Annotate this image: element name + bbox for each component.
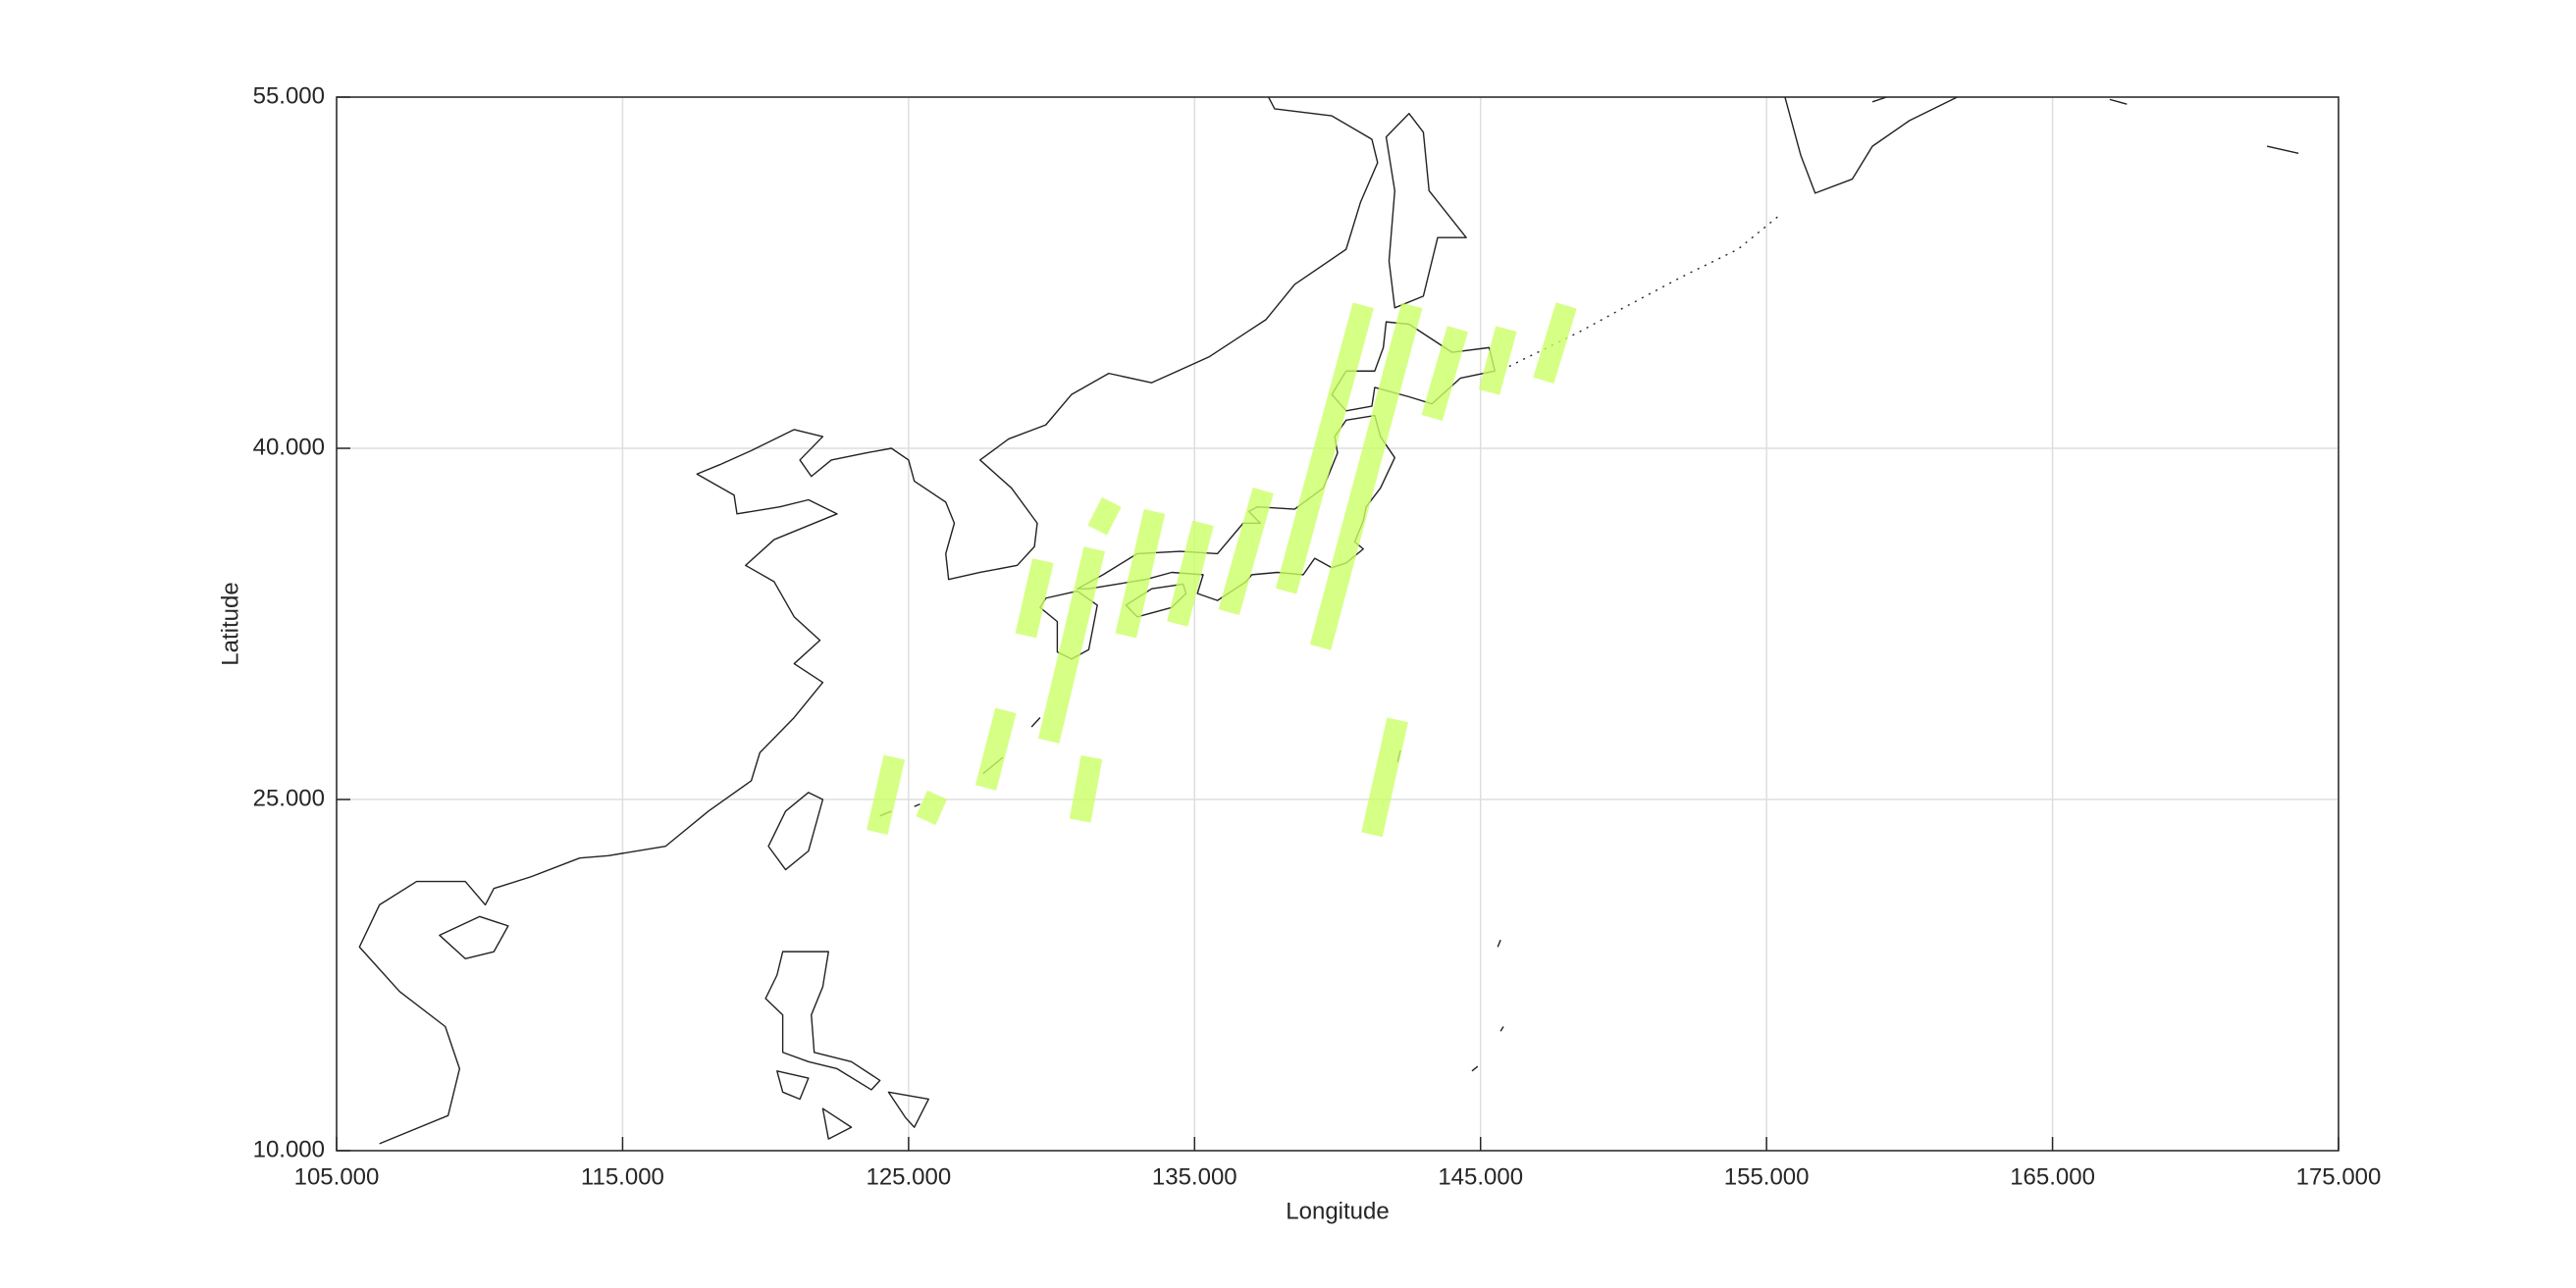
x-tick-label: 135.000	[1152, 1163, 1237, 1190]
x-tick-label: 115.000	[581, 1163, 664, 1190]
swath	[1533, 302, 1577, 384]
swath	[916, 790, 948, 825]
x-tick-label: 165.000	[2010, 1163, 2095, 1190]
swath	[1069, 755, 1103, 823]
x-tick-label: 105.000	[294, 1163, 380, 1190]
hainan	[440, 916, 508, 958]
swath	[1361, 717, 1408, 838]
x-tick-label: 155.000	[1724, 1163, 1810, 1190]
mainland-coast	[359, 92, 1377, 1144]
y-axis-label: Latitude	[217, 582, 243, 665]
y-tick-label: 55.000	[253, 82, 325, 109]
mindoro	[777, 1071, 809, 1100]
swath	[1037, 546, 1105, 744]
swaths	[867, 302, 1577, 838]
x-tick-label: 125.000	[866, 1163, 951, 1190]
kamchatka	[1784, 92, 1968, 193]
samar	[888, 1092, 928, 1127]
x-tick-label: 175.000	[2296, 1163, 2382, 1190]
taiwan	[768, 793, 822, 870]
swath	[974, 707, 1017, 791]
ticks: 105.000 115.000 125.000 135.000 145.000 155.0…	[253, 82, 2382, 1190]
y-tick-label: 25.000	[253, 785, 325, 811]
swath	[1275, 302, 1374, 594]
sakhalin	[1387, 114, 1467, 308]
swath	[1478, 326, 1517, 395]
swath	[1218, 487, 1274, 616]
swath	[1087, 496, 1122, 536]
x-axis-label: Longitude	[1286, 1198, 1389, 1224]
map-layer	[359, 92, 2298, 1144]
luzon	[765, 952, 880, 1090]
swath	[1309, 302, 1423, 650]
x-tick-label: 145.000	[1438, 1163, 1523, 1190]
swath	[1421, 326, 1468, 422]
swath	[1115, 508, 1166, 639]
y-tick-label: 40.000	[253, 434, 325, 460]
swath	[1015, 558, 1054, 639]
axes-box	[336, 96, 2339, 1152]
y-tick-label: 10.000	[253, 1136, 325, 1162]
swath	[1167, 520, 1214, 627]
panay	[822, 1108, 851, 1139]
swath	[867, 754, 906, 835]
